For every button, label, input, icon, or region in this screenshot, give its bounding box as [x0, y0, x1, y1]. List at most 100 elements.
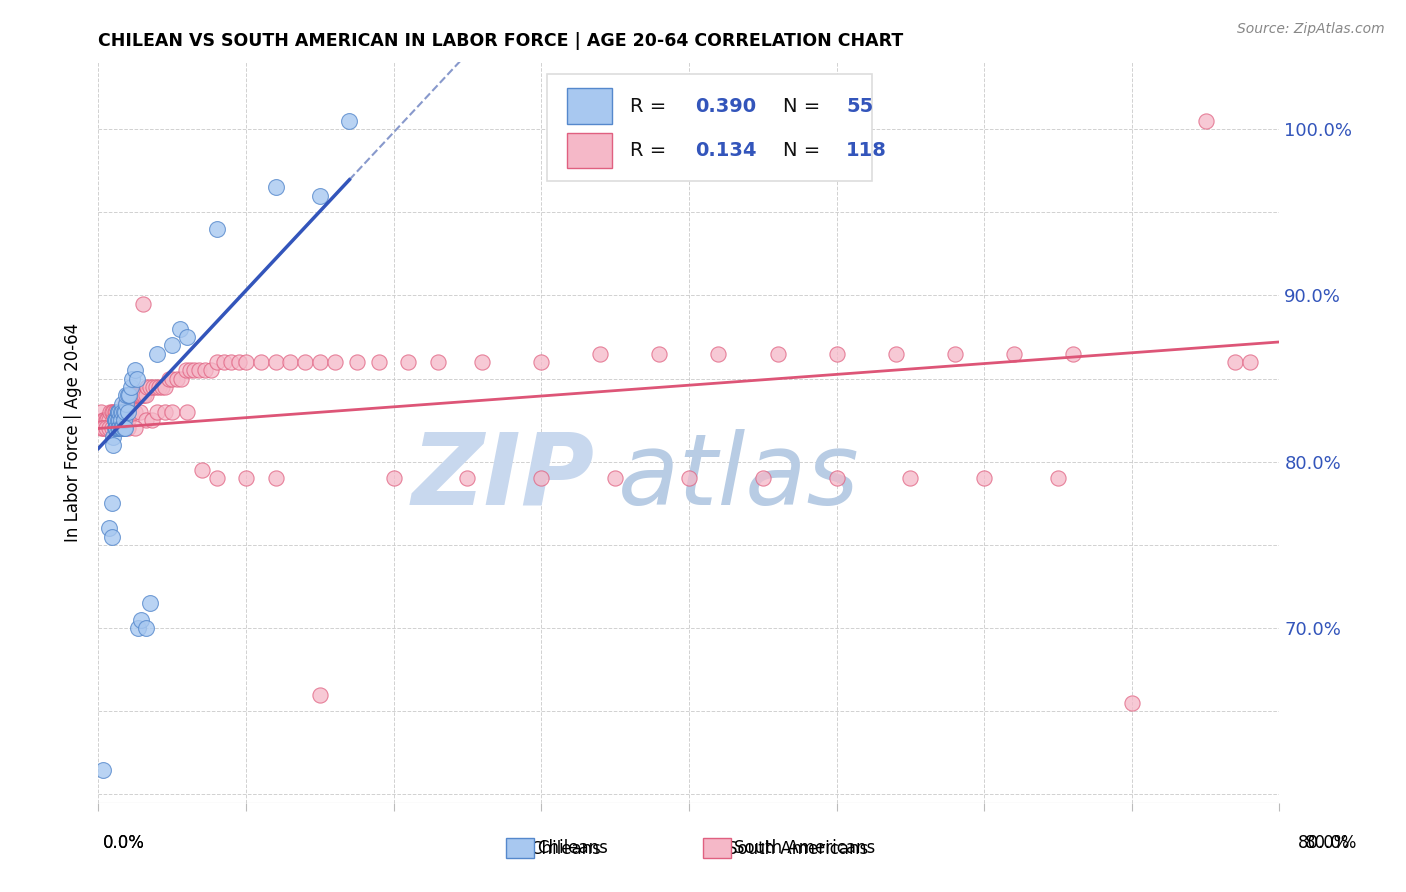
Point: [97, 421, 120, 435]
Point: [110, 421, 132, 435]
Point: [1195, 113, 1218, 128]
Point: [153, 380, 176, 394]
Point: [648, 346, 671, 360]
Point: [103, 438, 125, 452]
Point: [107, 421, 129, 435]
Point: [120, 380, 142, 394]
Point: [118, 388, 141, 402]
Text: 0.134: 0.134: [695, 141, 756, 160]
Point: [1121, 696, 1143, 710]
Point: [427, 355, 450, 369]
Point: [114, 405, 136, 419]
Text: 80.0%: 80.0%: [1298, 834, 1350, 852]
Point: [264, 471, 287, 485]
Text: South Americans: South Americans: [734, 839, 875, 857]
Point: [1046, 471, 1070, 485]
Point: [1239, 355, 1261, 369]
Point: [98, 405, 121, 419]
Point: [103, 413, 125, 427]
Point: [1002, 346, 1025, 360]
Point: [117, 421, 139, 435]
Text: 0.390: 0.390: [695, 96, 756, 116]
Point: [194, 363, 217, 377]
Point: [96, 421, 118, 435]
Point: [91, 413, 114, 427]
Point: [105, 413, 128, 427]
Point: [111, 396, 134, 410]
Bar: [567, 133, 612, 169]
Point: [91, 763, 114, 777]
Point: [110, 421, 132, 435]
Point: [120, 405, 142, 419]
Point: [107, 405, 129, 419]
Point: [107, 405, 129, 419]
Point: [108, 421, 131, 435]
Text: 55: 55: [846, 96, 873, 116]
Point: [825, 346, 848, 360]
Point: [124, 388, 146, 402]
Point: [110, 421, 132, 435]
Point: [93, 413, 115, 427]
Point: [250, 355, 273, 369]
Point: [139, 596, 162, 610]
Text: Chileans: Chileans: [530, 840, 600, 858]
Point: [166, 371, 188, 385]
Text: CHILEAN VS SOUTH AMERICAN IN LABOR FORCE | AGE 20-64 CORRELATION CHART: CHILEAN VS SOUTH AMERICAN IN LABOR FORCE…: [98, 32, 904, 50]
Point: [117, 405, 139, 419]
Point: [104, 405, 127, 419]
Text: Chileans: Chileans: [537, 839, 607, 857]
Point: [191, 463, 214, 477]
Point: [200, 363, 222, 377]
Y-axis label: In Labor Force | Age 20-64: In Labor Force | Age 20-64: [65, 323, 83, 542]
Text: R =: R =: [630, 96, 672, 116]
Point: [309, 688, 332, 702]
Point: [117, 413, 139, 427]
Point: [93, 421, 115, 435]
Text: 0.0%: 0.0%: [103, 834, 145, 852]
Point: [132, 388, 155, 402]
Point: [457, 471, 479, 485]
Point: [766, 346, 789, 360]
Point: [96, 413, 118, 427]
Point: [339, 113, 361, 128]
FancyBboxPatch shape: [547, 73, 872, 181]
Point: [471, 355, 494, 369]
Point: [107, 413, 129, 427]
Point: [162, 338, 183, 352]
Point: [146, 405, 169, 419]
Point: [105, 421, 128, 435]
Point: [323, 355, 346, 369]
Point: [111, 405, 134, 419]
Text: □: □: [510, 839, 530, 859]
Point: [280, 355, 302, 369]
Point: [162, 405, 183, 419]
Point: [170, 371, 193, 385]
Point: [128, 388, 150, 402]
Point: [398, 355, 420, 369]
Point: [100, 405, 122, 419]
Point: [98, 421, 121, 435]
Text: □: □: [707, 839, 727, 859]
Point: [169, 321, 191, 335]
Point: [1225, 355, 1247, 369]
Point: [112, 405, 135, 419]
Point: [100, 496, 122, 510]
Point: [128, 405, 150, 419]
Point: [264, 180, 287, 194]
Point: [187, 363, 209, 377]
Point: [105, 421, 128, 435]
Point: [145, 380, 167, 394]
Point: [183, 363, 205, 377]
Point: [142, 380, 165, 394]
Point: [368, 355, 391, 369]
Point: [97, 413, 120, 427]
Point: [115, 396, 138, 410]
Point: [115, 396, 138, 410]
Point: [752, 471, 775, 485]
Point: [174, 363, 197, 377]
Point: [135, 413, 157, 427]
Bar: [506, 838, 534, 858]
Point: [294, 355, 316, 369]
Point: [112, 421, 135, 435]
Point: [176, 405, 198, 419]
